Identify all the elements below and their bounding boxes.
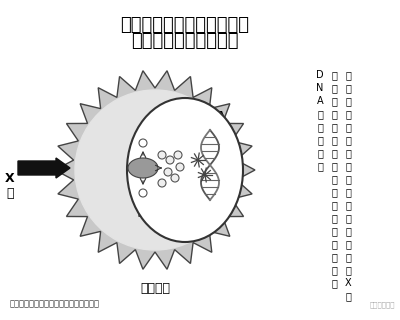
Text: がん細胞の中で光電効果を: がん細胞の中で光電効果を xyxy=(120,16,250,34)
FancyArrow shape xyxy=(18,158,70,178)
Text: せ: せ xyxy=(331,200,337,210)
Text: X
線: X 線 xyxy=(5,172,15,200)
Text: ん: ん xyxy=(331,239,337,249)
Text: 、: 、 xyxy=(331,109,337,119)
Text: に: に xyxy=(345,174,351,184)
Circle shape xyxy=(139,189,147,197)
Text: 核: 核 xyxy=(197,210,203,220)
Text: 近: 近 xyxy=(345,148,351,158)
Text: の: の xyxy=(331,278,337,288)
Text: 胞: 胞 xyxy=(331,265,337,275)
Text: 照: 照 xyxy=(331,83,337,93)
Text: （京大アイセムス提供の図を基に作成）: （京大アイセムス提供の図を基に作成） xyxy=(10,299,100,308)
Text: 素: 素 xyxy=(345,252,351,262)
Text: ウ: ウ xyxy=(345,239,351,249)
Text: 生: 生 xyxy=(331,174,337,184)
Text: す: す xyxy=(317,148,323,158)
Text: 日刊工業新聞: 日刊工業新聞 xyxy=(370,301,395,308)
Text: A: A xyxy=(317,96,323,106)
Text: 発生させる放射線治療: 発生させる放射線治療 xyxy=(131,32,239,50)
Text: さ: さ xyxy=(331,187,337,197)
Text: ん: ん xyxy=(345,83,351,93)
Text: 電子: 電子 xyxy=(151,123,165,133)
Circle shape xyxy=(171,174,179,182)
Text: 発: 発 xyxy=(331,161,337,171)
Text: DNA: DNA xyxy=(193,110,227,124)
Text: X: X xyxy=(345,278,351,288)
Circle shape xyxy=(176,163,184,171)
Text: 核: 核 xyxy=(345,135,351,145)
Text: 電: 電 xyxy=(331,122,337,132)
Text: を: を xyxy=(317,109,323,119)
Ellipse shape xyxy=(128,158,158,178)
Text: 射: 射 xyxy=(331,96,337,106)
Circle shape xyxy=(164,168,172,176)
Text: 置: 置 xyxy=(345,187,351,197)
Text: N: N xyxy=(316,83,324,93)
Text: D: D xyxy=(316,70,324,80)
Text: い: い xyxy=(345,200,351,210)
Text: 切: 切 xyxy=(317,122,323,132)
Polygon shape xyxy=(55,71,255,269)
Circle shape xyxy=(139,139,147,147)
Text: を: を xyxy=(331,70,337,80)
Text: へ: へ xyxy=(345,265,351,275)
Ellipse shape xyxy=(127,98,243,242)
Text: ヨウ
素: ヨウ 素 xyxy=(134,195,146,217)
Circle shape xyxy=(158,151,166,159)
Text: 子: 子 xyxy=(331,135,337,145)
Circle shape xyxy=(166,156,174,164)
Text: た: た xyxy=(345,213,351,223)
Text: 線: 線 xyxy=(345,291,351,301)
Text: 細: 細 xyxy=(331,252,337,262)
Text: 胞: 胞 xyxy=(345,109,351,119)
Text: が: が xyxy=(331,226,337,236)
Text: がん細胞: がん細胞 xyxy=(140,282,170,295)
Circle shape xyxy=(75,90,235,250)
Text: 断: 断 xyxy=(317,135,323,145)
Text: 細: 細 xyxy=(345,96,351,106)
Circle shape xyxy=(174,151,182,159)
Text: の: の xyxy=(345,122,351,132)
Text: ヨ: ヨ xyxy=(345,226,351,236)
Text: を: を xyxy=(331,148,337,158)
Text: く: く xyxy=(345,161,351,171)
Text: て: て xyxy=(331,213,337,223)
Text: が: が xyxy=(345,70,351,80)
Circle shape xyxy=(158,179,166,187)
Text: る: る xyxy=(317,161,323,171)
